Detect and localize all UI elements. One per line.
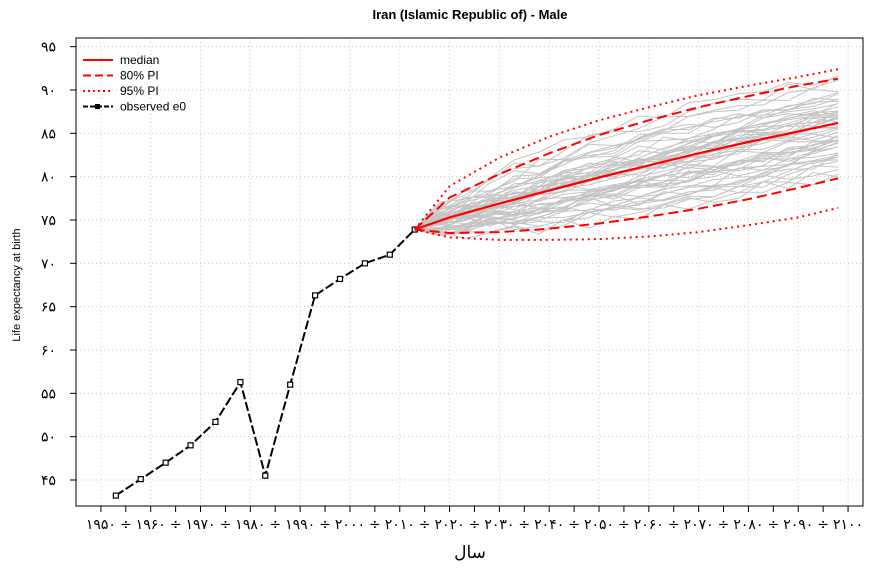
grid bbox=[76, 38, 863, 506]
x-tick-label: ÷ bbox=[817, 517, 829, 533]
trajectory-line bbox=[414, 154, 839, 234]
x-tick-label: ۱۹۸۰ bbox=[235, 517, 265, 533]
y-tick-label: ۶۵ bbox=[41, 300, 56, 316]
x-tick-label: ÷ bbox=[668, 517, 680, 533]
trajectory-line bbox=[414, 173, 839, 240]
x-tick-label: ÷ bbox=[568, 517, 580, 533]
x-axis: ۱۹۵۰ ÷ ۱۹۶۰ ÷ ۱۹۷۰ ÷ ۱۹۸۰ ÷ ۱۹۹۰ ÷ ۲۰۰۰ ÷ ۲۰۱۰ ÷ ۲۰۲۰ ÷… bbox=[86, 506, 863, 533]
y-axis-label: Life expectancy at birth bbox=[11, 228, 23, 341]
legend-label: median bbox=[120, 53, 159, 67]
x-tick-label: ÷ bbox=[369, 517, 381, 533]
legend-label: 95% PI bbox=[120, 84, 159, 98]
x-tick-label: ÷ bbox=[269, 517, 281, 533]
observed-e0-point bbox=[361, 260, 368, 267]
y-tick-label: ۹۵ bbox=[41, 40, 56, 56]
x-tick-label: ۱۹۶۰ bbox=[136, 517, 166, 533]
x-tick-label: ÷ bbox=[718, 517, 730, 533]
x-tick-label: ÷ bbox=[518, 517, 530, 533]
x-tick-label: ۲۰۷۰ bbox=[684, 517, 714, 533]
legend-swatch-marker bbox=[95, 104, 100, 109]
x-tick-label: ۲۰۸۰ bbox=[733, 517, 763, 533]
y-tick-label: ۷۰ bbox=[41, 256, 56, 272]
x-tick-label: ۲۰۲۰ bbox=[435, 517, 465, 533]
trajectory-line bbox=[414, 92, 839, 230]
x-tick-label: ۱۹۷۰ bbox=[185, 517, 215, 533]
x-tick-label: ۲۰۰۰ bbox=[335, 517, 365, 533]
y-tick-label: ۷۵ bbox=[41, 213, 56, 229]
pi95-upper-line bbox=[413, 68, 839, 231]
median-line bbox=[414, 121, 839, 231]
x-tick-label: ۲۰۱۰ bbox=[385, 517, 415, 533]
y-tick-label: ۶۰ bbox=[41, 343, 56, 359]
trajectory-line bbox=[414, 159, 839, 230]
x-tick-label: ÷ bbox=[767, 517, 779, 533]
y-tick-label: ۴۵ bbox=[41, 473, 56, 489]
observed-e0-point bbox=[386, 251, 393, 258]
x-tick-label: ۲۰۴۰ bbox=[534, 517, 564, 533]
trajectory-line bbox=[414, 103, 839, 230]
x-tick-label: ۲۱۰۰ bbox=[833, 517, 863, 533]
trajectory-line bbox=[414, 152, 839, 232]
trajectory-line bbox=[414, 141, 839, 231]
x-tick-label: ÷ bbox=[319, 517, 331, 533]
trajectory-line bbox=[414, 139, 839, 230]
observed-e0-point bbox=[311, 292, 319, 299]
x-tick-label: ÷ bbox=[220, 517, 232, 533]
y-tick-label: ۵۵ bbox=[41, 386, 56, 402]
y-axis: ۴۵ ۵۰ ۵۵ ۶۰ ۶۵ ۷۰ ۷۵ ۸۰ ۸۵ ۹۰ ۹۵ bbox=[41, 40, 76, 489]
trajectory-line bbox=[414, 165, 839, 237]
x-tick-label: ۲۰۵۰ bbox=[584, 517, 614, 533]
observed-e0-point bbox=[237, 378, 244, 386]
trajectory-line bbox=[414, 171, 839, 236]
observed-e0-line bbox=[115, 228, 416, 497]
x-tick-label: ÷ bbox=[419, 517, 431, 533]
x-tick-label: ۱۹۹۰ bbox=[285, 517, 315, 533]
observed-e0-point bbox=[112, 492, 119, 499]
trajectory-line bbox=[414, 118, 839, 230]
y-tick-label: ۸۵ bbox=[41, 126, 56, 142]
trajectory-lines bbox=[414, 75, 839, 240]
y-tick-label: ۸۰ bbox=[41, 170, 56, 186]
observed-e0-point bbox=[287, 381, 294, 388]
legend-label: observed e0 bbox=[120, 100, 186, 114]
x-tick-label: ÷ bbox=[469, 517, 481, 533]
observed-e0-point bbox=[187, 442, 194, 449]
chart-title: Iran (Islamic Republic of) - Male bbox=[372, 7, 567, 22]
observed-e0-point bbox=[137, 476, 144, 483]
trajectory-line bbox=[414, 140, 839, 230]
x-tick-label: ÷ bbox=[170, 517, 182, 533]
x-axis-label: سال bbox=[454, 543, 486, 563]
trajectory-line bbox=[414, 110, 839, 230]
plot-frame bbox=[75, 37, 864, 507]
y-tick-label: ۹۰ bbox=[41, 83, 56, 99]
x-tick-label: ۱۹۵۰ bbox=[86, 517, 116, 533]
trajectory-line bbox=[414, 100, 839, 230]
trajectory-line bbox=[414, 75, 839, 230]
observed-e0-point bbox=[212, 418, 219, 426]
x-tick-label: ۲۰۶۰ bbox=[634, 517, 664, 533]
x-tick-label: ۲۰۳۰ bbox=[484, 517, 514, 533]
trajectory-line bbox=[414, 93, 839, 230]
observed-e0-point bbox=[262, 472, 269, 479]
x-tick-label: ۲۰۹۰ bbox=[783, 517, 813, 533]
pi80-lower-line bbox=[414, 177, 839, 235]
series-layer bbox=[112, 68, 839, 499]
observed-e0-point bbox=[162, 459, 169, 466]
trajectory-line bbox=[414, 113, 839, 230]
trajectory-line bbox=[414, 79, 839, 230]
y-tick-label: ۵۰ bbox=[41, 430, 56, 446]
trajectory-line bbox=[414, 121, 839, 230]
trajectory-line bbox=[414, 88, 839, 230]
pi95-lower-line bbox=[414, 206, 839, 241]
x-tick-label: ÷ bbox=[618, 517, 630, 533]
x-tick-label: ÷ bbox=[120, 517, 132, 533]
observed-e0-point bbox=[336, 275, 344, 283]
legend-label: 80% PI bbox=[120, 69, 159, 83]
